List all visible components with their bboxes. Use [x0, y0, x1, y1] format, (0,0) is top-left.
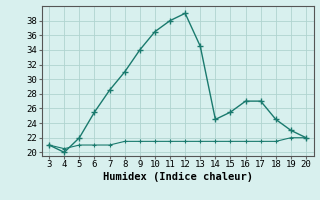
X-axis label: Humidex (Indice chaleur): Humidex (Indice chaleur): [103, 172, 252, 182]
